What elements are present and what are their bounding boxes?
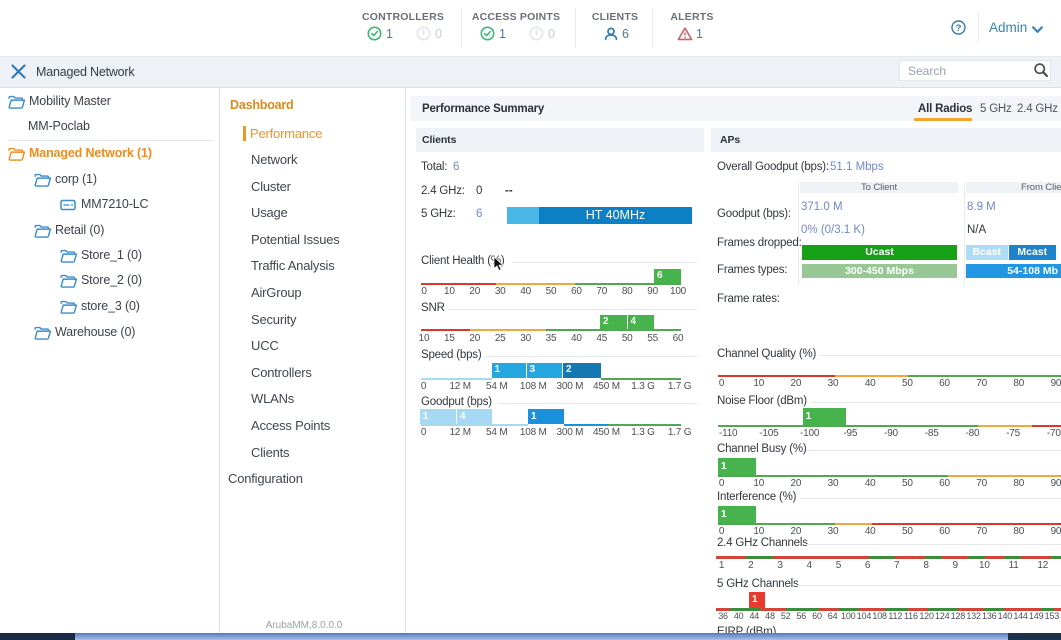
svg-text:?: ?: [956, 23, 962, 34]
